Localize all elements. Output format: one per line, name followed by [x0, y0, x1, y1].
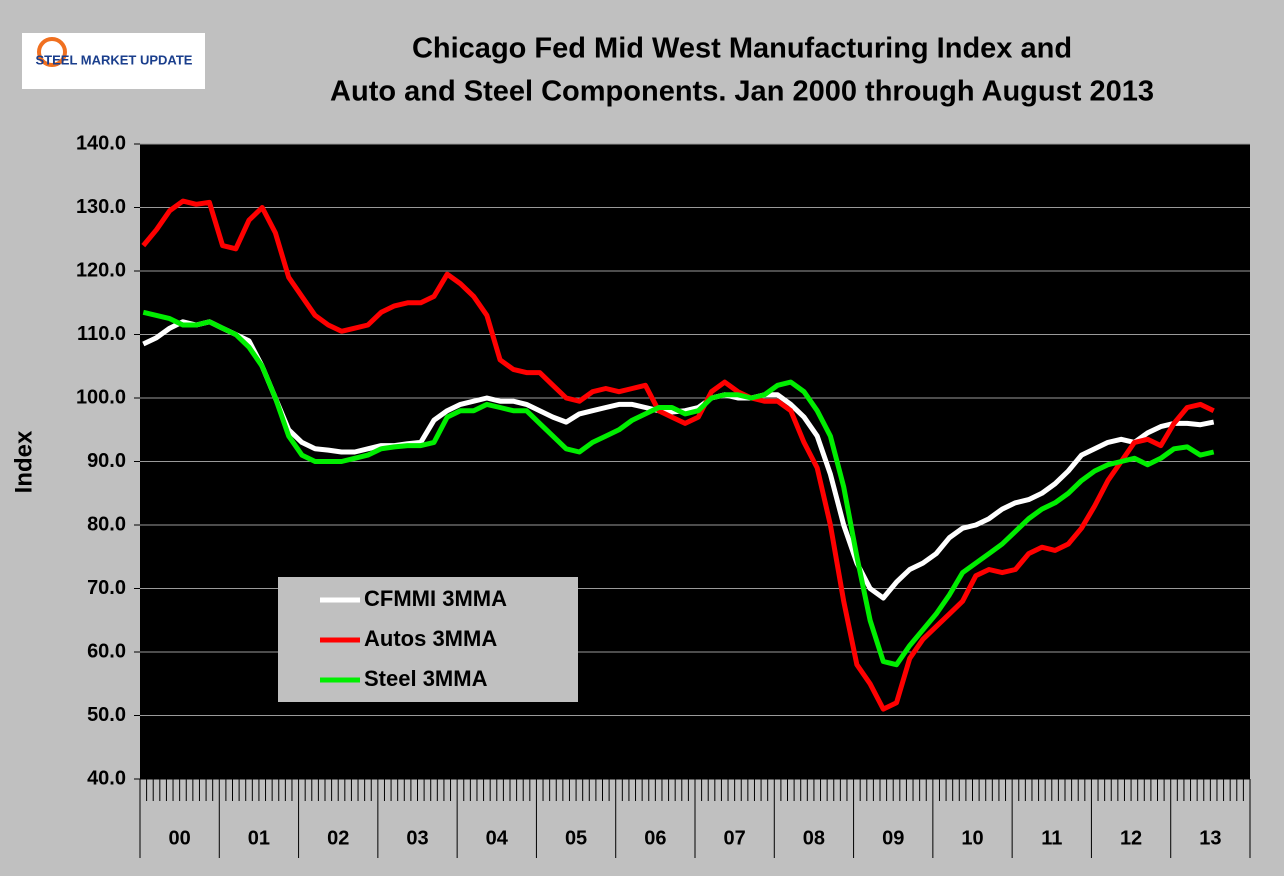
- x-tick-label: 08: [803, 827, 825, 849]
- x-tick-label: 12: [1120, 827, 1142, 849]
- series-line: [141, 198, 1215, 712]
- y-tick-label: 90.0: [87, 450, 126, 472]
- x-tick-label: 02: [327, 827, 349, 849]
- x-tick-label: 07: [724, 827, 746, 849]
- logo-text: STEEL MARKET UPDATE: [36, 52, 193, 67]
- x-tick-label: 03: [406, 827, 428, 849]
- x-tick-label: 00: [169, 827, 191, 849]
- x-tick-label: 05: [565, 827, 587, 849]
- logo-icon: [37, 37, 67, 67]
- y-tick-label: 60.0: [87, 640, 126, 662]
- legend: CFMMI 3MMA Autos 3MMA Steel 3MMA: [278, 577, 578, 702]
- x-tick-label: 13: [1199, 827, 1221, 849]
- y-tick-label: 50.0: [87, 704, 126, 726]
- y-tick-label: 80.0: [87, 513, 126, 535]
- legend-label: Steel 3MMA: [364, 666, 488, 691]
- legend-label: CFMMI 3MMA: [364, 586, 507, 611]
- y-tick-label: 120.0: [76, 259, 126, 281]
- legend-label: Autos 3MMA: [364, 626, 497, 651]
- x-tick-label: 01: [248, 827, 270, 849]
- y-tick-label: 140.0: [76, 132, 126, 154]
- y-tick-label: 110.0: [77, 323, 126, 345]
- x-tick-label: 06: [644, 827, 666, 849]
- x-tick-label: 04: [486, 827, 509, 849]
- logo-box: [22, 33, 205, 89]
- chart-title: Chicago Fed Mid West Manufacturing Index…: [412, 33, 1072, 65]
- x-tick-label: 09: [882, 827, 904, 849]
- series-line: [142, 309, 1215, 668]
- y-tick-label: 70.0: [87, 577, 126, 599]
- chart-title: Auto and Steel Components. Jan 2000 thro…: [330, 76, 1154, 108]
- y-tick-label: 40.0: [87, 767, 126, 789]
- y-tick-label: 130.0: [76, 196, 126, 218]
- y-axis-label: Index: [10, 430, 37, 493]
- x-tick-label: 11: [1041, 827, 1062, 849]
- x-tick-label: 10: [961, 827, 983, 849]
- y-tick-label: 100.0: [76, 386, 126, 408]
